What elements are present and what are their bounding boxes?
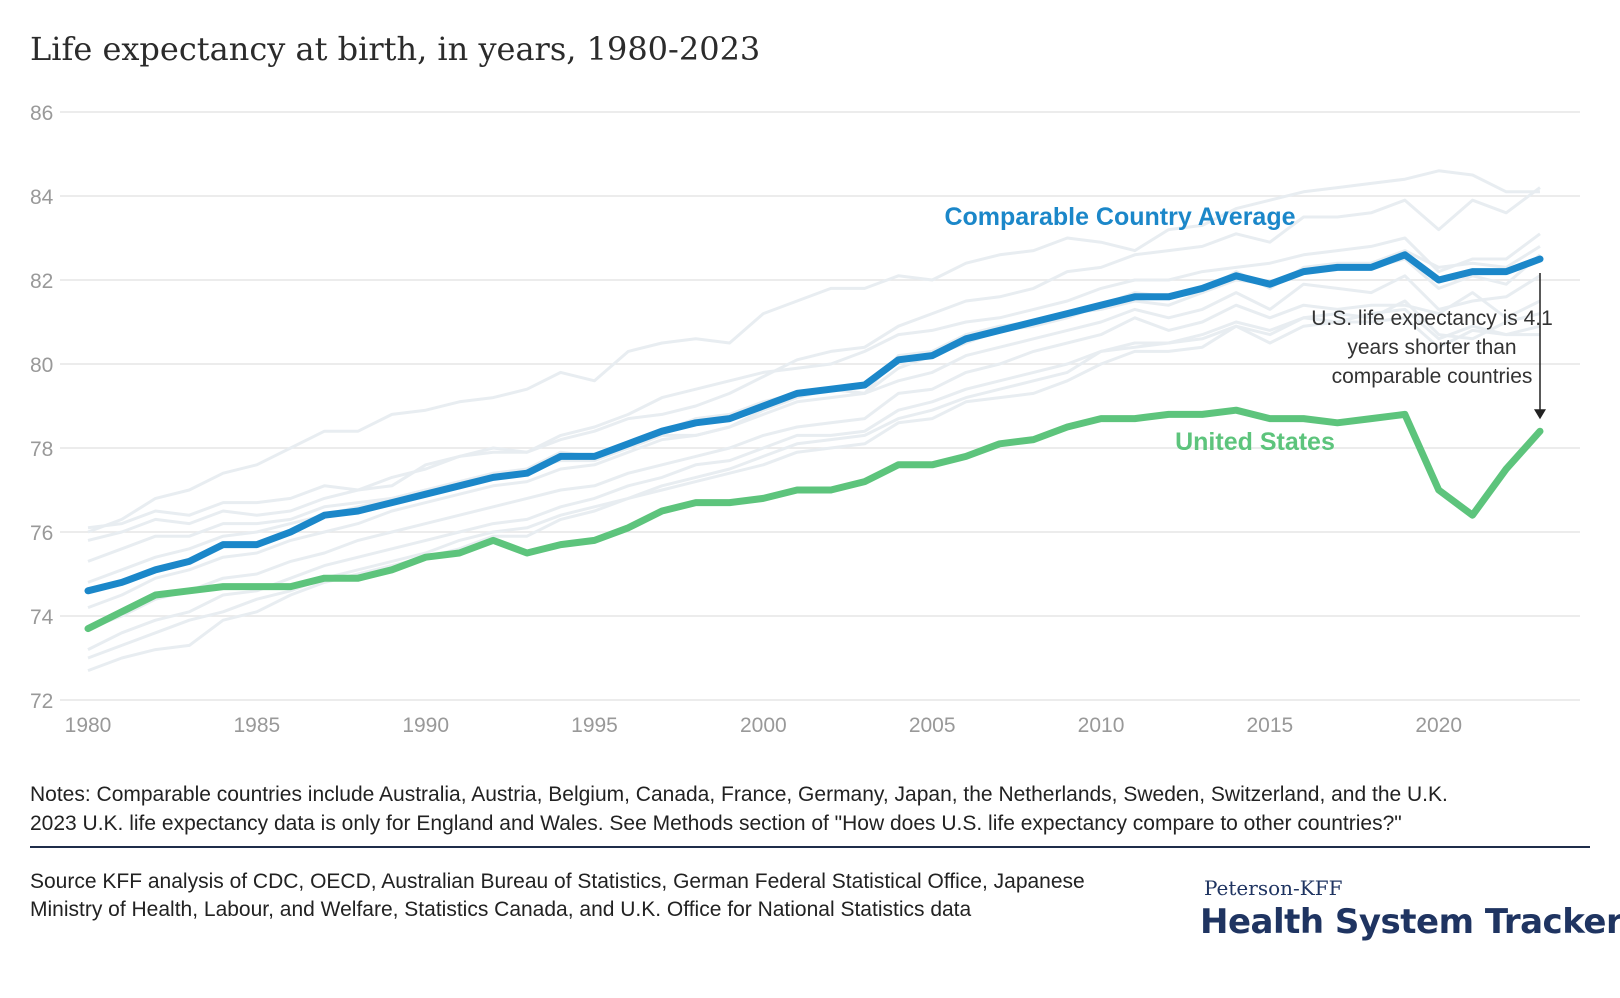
united-states-line [84, 406, 1544, 633]
peterson-kff-logo: Peterson-KFF Health System Tracker [1200, 876, 1620, 942]
logo-top-text: Peterson-KFF [1204, 876, 1343, 900]
x-tick-label: 1985 [233, 714, 280, 737]
y-tick-label: 86 [30, 102, 53, 125]
background-country-line-6 [87, 274, 1541, 610]
background-country-line-4 [87, 253, 1541, 563]
source-text: Source KFF analysis of CDC, OECD, Austra… [30, 870, 1085, 921]
background-country-line-7 [87, 291, 1541, 631]
background-country-line-1 [87, 169, 1540, 534]
x-axis-ticks: 1980 1985 1990 1995 2000 2005 2010 2015 2020 [65, 714, 1462, 737]
y-axis-ticks: 72 74 76 78 80 82 84 86 [30, 102, 54, 713]
gap-annotation-line-3: comparable countries [1332, 365, 1533, 388]
x-tick-label: 2005 [909, 714, 956, 737]
background-country-line-2 [87, 186, 1541, 530]
notes: Notes: Comparable countries include Aust… [30, 780, 1590, 838]
y-tick-label: 82 [30, 270, 53, 293]
y-tick-label: 74 [30, 606, 54, 629]
x-tick-label: 1990 [402, 714, 449, 737]
x-tick-label: 2020 [1415, 714, 1462, 737]
comparable-average-line [84, 251, 1544, 595]
main-series-lines [84, 251, 1544, 633]
chart-title: Life expectancy at birth, in years, 1980… [30, 30, 761, 68]
comparable-average-label: Comparable Country Average [944, 203, 1295, 231]
line-chart: 72 74 76 78 80 82 84 86 1980 1985 1990 1995 2000 200… [30, 102, 1580, 737]
gridlines [60, 111, 1580, 701]
gap-annotation-line-2: years shorter than [1347, 336, 1516, 359]
logo-main-text: Health System Tracker [1200, 902, 1620, 942]
x-tick-label: 2010 [1078, 714, 1125, 737]
y-tick-label: 84 [30, 186, 54, 209]
gap-annotation-line-1: U.S. life expectancy is 4.1 [1311, 307, 1553, 330]
y-tick-label: 72 [30, 690, 53, 713]
y-tick-label: 76 [30, 522, 53, 545]
x-tick-label: 2000 [740, 714, 787, 737]
annotations: Comparable Country Average United States U… [944, 203, 1552, 456]
x-tick-label: 1980 [65, 714, 112, 737]
gap-arrow-head [1534, 409, 1546, 420]
background-country-line-3 [87, 232, 1541, 542]
y-tick-label: 78 [30, 438, 53, 461]
united-states-label: United States [1175, 428, 1335, 456]
divider [30, 846, 1590, 848]
x-tick-label: 2015 [1247, 714, 1294, 737]
notes-line-1: Notes: Comparable countries include Aust… [30, 783, 1448, 806]
y-tick-label: 80 [30, 354, 53, 377]
background-country-line-8 [87, 299, 1541, 651]
x-tick-label: 1995 [571, 714, 618, 737]
background-country-line-9 [87, 307, 1541, 660]
notes-line-2: 2023 U.K. life expectancy data is only f… [30, 812, 1402, 835]
